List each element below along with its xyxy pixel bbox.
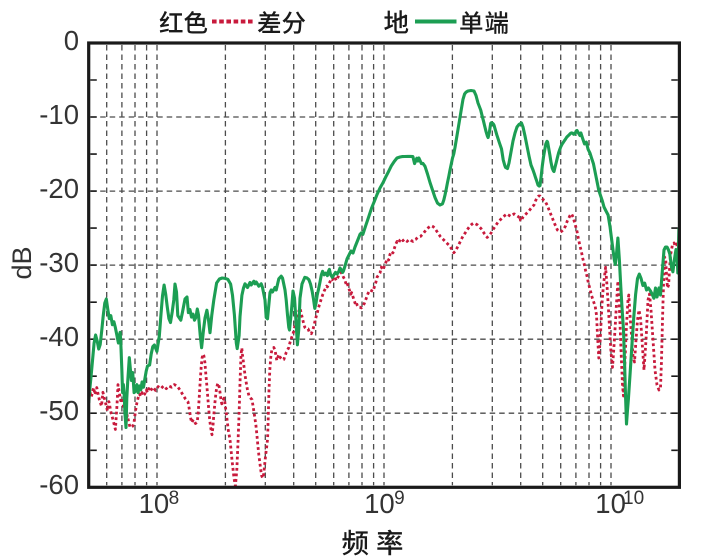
svg-text:9: 9: [394, 488, 405, 509]
svg-text:10: 10: [595, 488, 626, 519]
svg-text:10: 10: [364, 488, 395, 519]
svg-text:-10: -10: [39, 99, 79, 130]
svg-text:-50: -50: [39, 395, 79, 426]
svg-text:8: 8: [169, 488, 180, 509]
svg-text:-60: -60: [39, 469, 79, 500]
svg-text:-20: -20: [39, 173, 79, 204]
svg-text:10: 10: [623, 488, 644, 509]
svg-text:-40: -40: [39, 321, 79, 352]
svg-text:10: 10: [139, 488, 170, 519]
svg-text:-30: -30: [39, 247, 79, 278]
svg-text:0: 0: [64, 25, 79, 56]
svg-text:dB: dB: [7, 246, 37, 279]
